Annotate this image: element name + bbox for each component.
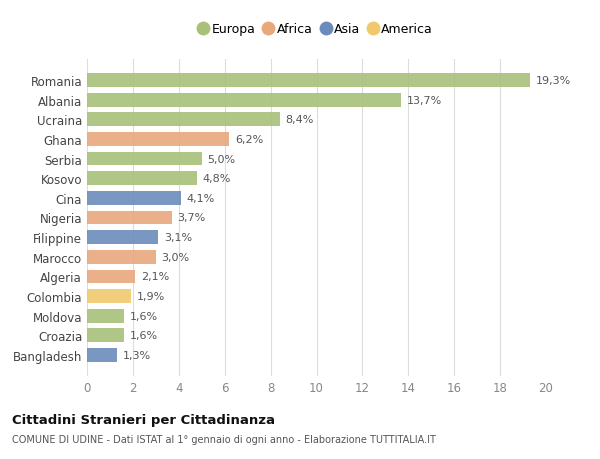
Text: 3,7%: 3,7% xyxy=(178,213,206,223)
Text: 3,1%: 3,1% xyxy=(164,233,192,243)
Bar xyxy=(87,191,181,205)
Bar xyxy=(87,329,124,342)
Text: 3,0%: 3,0% xyxy=(161,252,190,262)
Text: 1,9%: 1,9% xyxy=(136,291,164,302)
Text: 8,4%: 8,4% xyxy=(286,115,314,125)
Legend: Europa, Africa, Asia, America: Europa, Africa, Asia, America xyxy=(195,18,438,41)
Bar xyxy=(87,290,131,303)
Bar xyxy=(87,250,156,264)
Bar xyxy=(87,94,401,107)
Bar xyxy=(87,270,135,284)
Text: COMUNE DI UDINE - Dati ISTAT al 1° gennaio di ogni anno - Elaborazione TUTTITALI: COMUNE DI UDINE - Dati ISTAT al 1° genna… xyxy=(12,434,436,444)
Text: 4,1%: 4,1% xyxy=(187,193,215,203)
Bar xyxy=(87,348,117,362)
Text: 6,2%: 6,2% xyxy=(235,134,263,145)
Bar xyxy=(87,113,280,127)
Text: 1,6%: 1,6% xyxy=(130,311,158,321)
Text: 5,0%: 5,0% xyxy=(208,154,236,164)
Bar xyxy=(87,133,229,146)
Text: 1,3%: 1,3% xyxy=(122,350,151,360)
Text: Cittadini Stranieri per Cittadinanza: Cittadini Stranieri per Cittadinanza xyxy=(12,413,275,426)
Bar xyxy=(87,74,530,88)
Bar xyxy=(87,172,197,186)
Bar xyxy=(87,231,158,245)
Text: 13,7%: 13,7% xyxy=(407,95,442,106)
Text: 2,1%: 2,1% xyxy=(141,272,169,282)
Bar xyxy=(87,152,202,166)
Text: 19,3%: 19,3% xyxy=(536,76,571,86)
Bar xyxy=(87,211,172,225)
Text: 1,6%: 1,6% xyxy=(130,330,158,341)
Text: 4,8%: 4,8% xyxy=(203,174,231,184)
Bar xyxy=(87,309,124,323)
